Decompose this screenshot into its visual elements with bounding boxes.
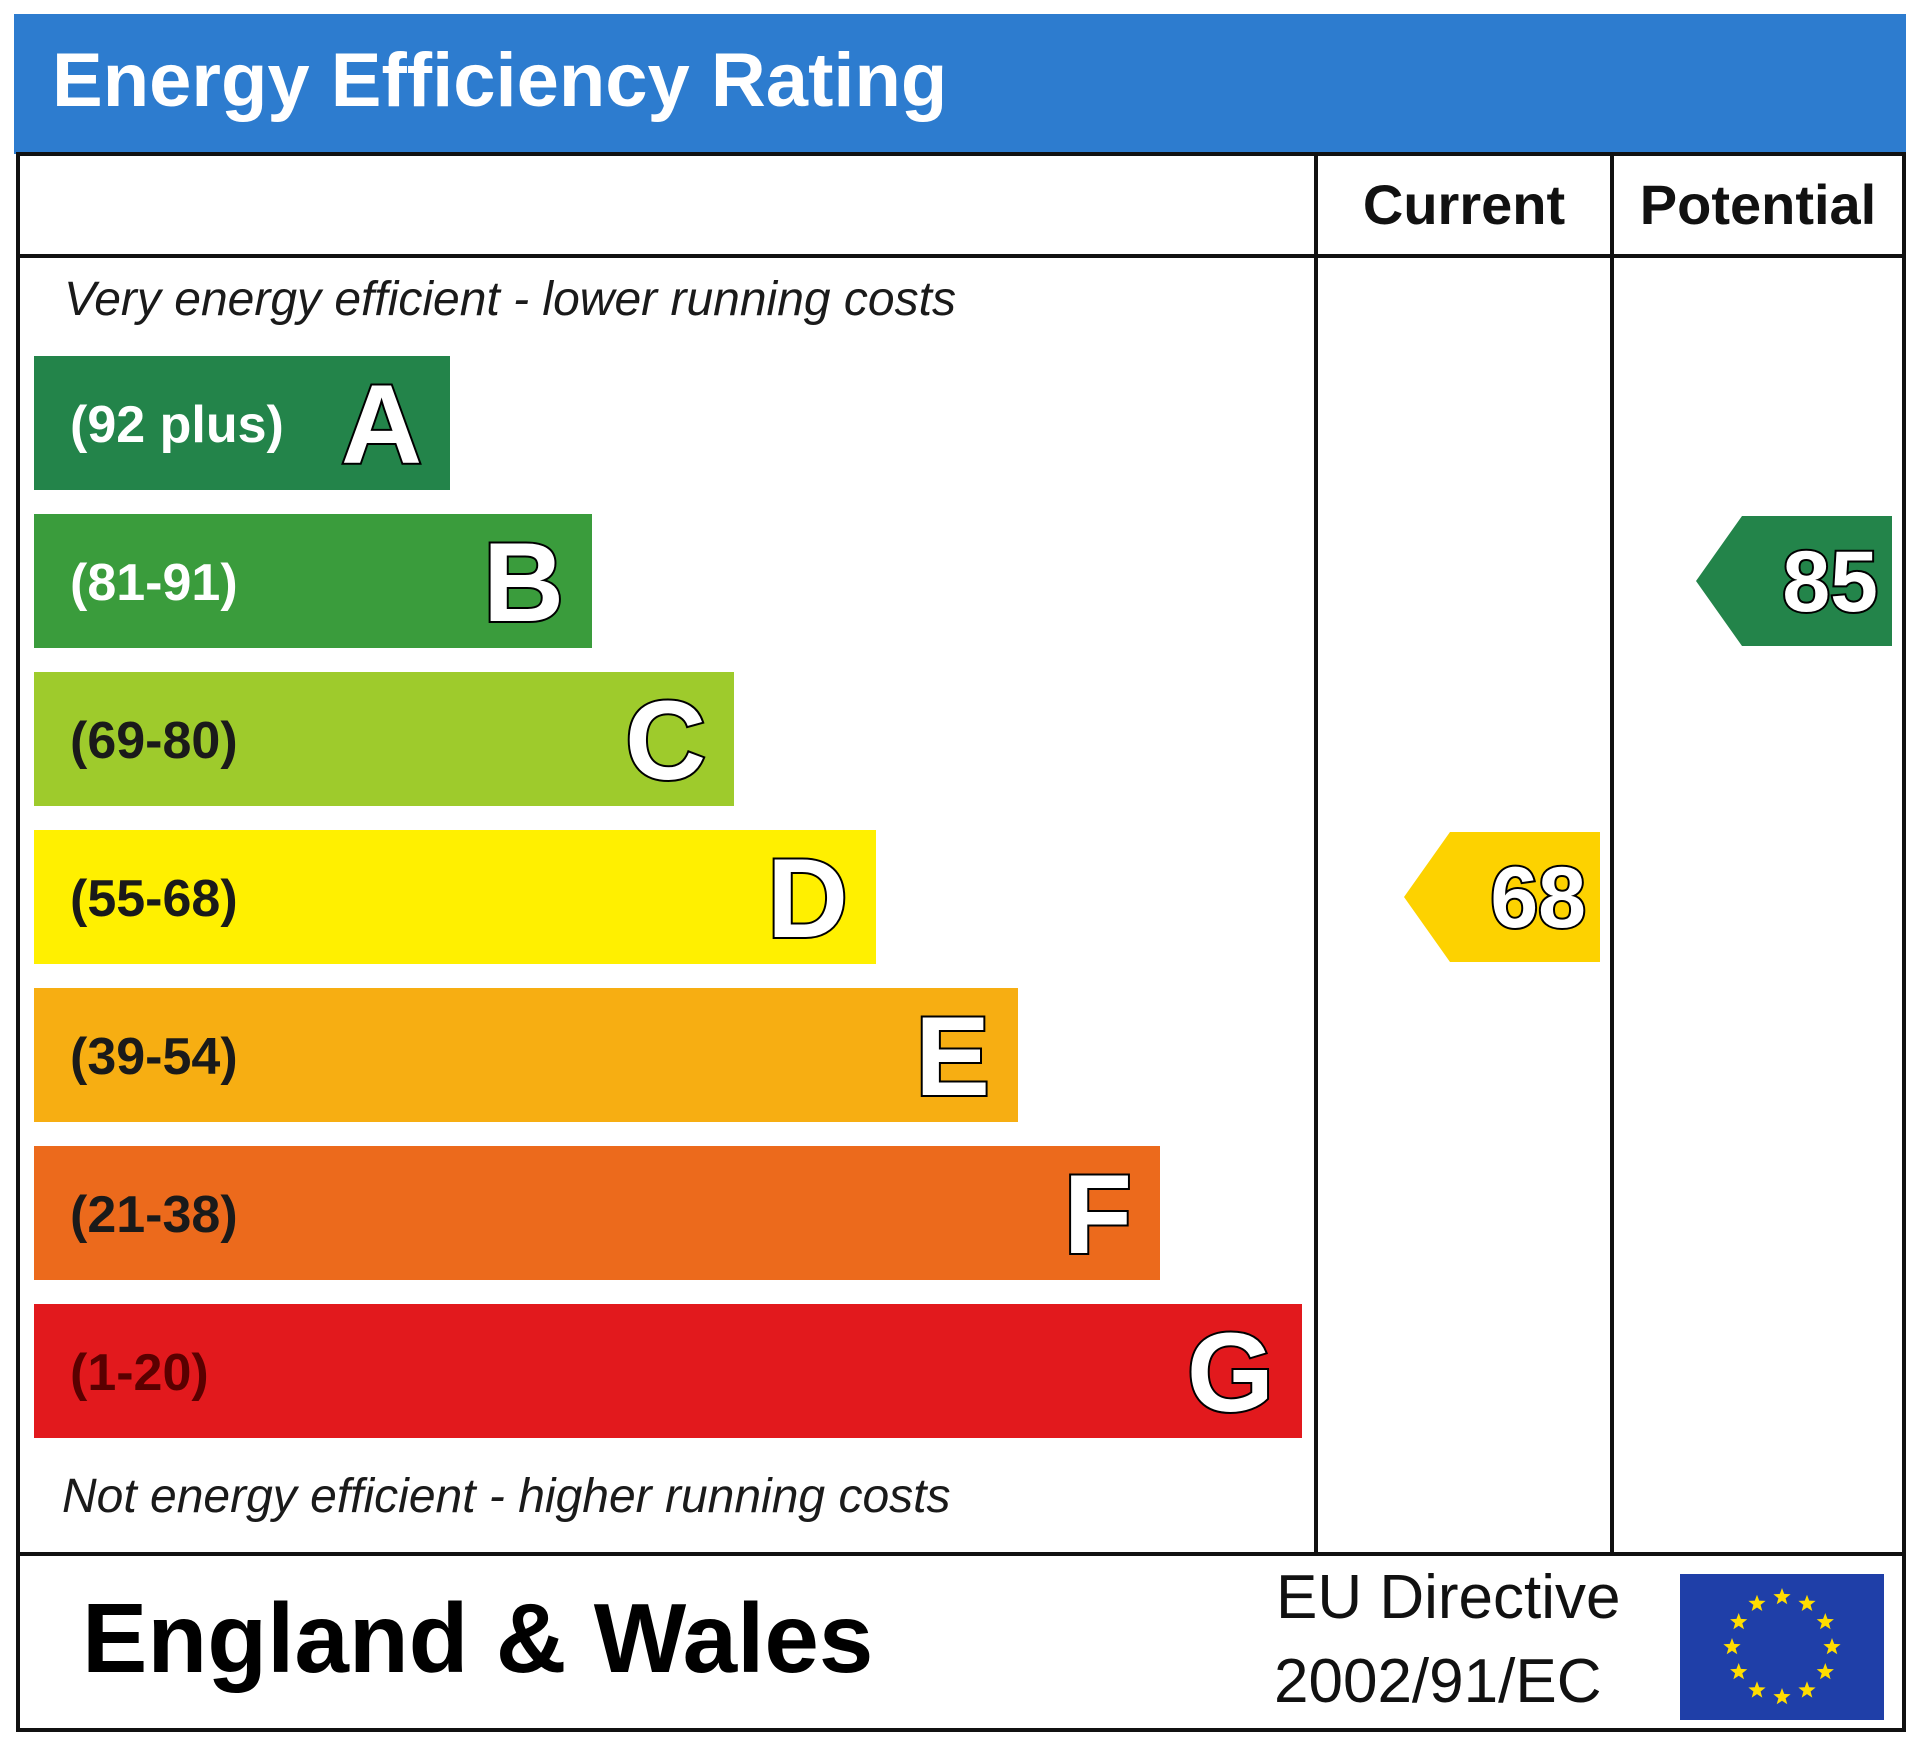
band-g-letter: G xyxy=(1187,1310,1274,1435)
band-a-range: (92 plus) xyxy=(70,396,284,454)
band-d-letter: D xyxy=(767,836,848,961)
directive-line-2: 2002/91/EC xyxy=(1274,1647,1601,1716)
frame xyxy=(16,152,1906,1732)
band-e-letter: E xyxy=(915,994,990,1119)
potential-rating-arrow xyxy=(1696,516,1892,646)
eu-star-icon xyxy=(1730,1613,1748,1630)
band-a-bar xyxy=(34,356,450,490)
band-d-bar xyxy=(34,830,876,964)
band-g-range: (1-20) xyxy=(70,1344,209,1402)
eu-star-icon xyxy=(1798,1681,1816,1698)
band-c-letter: C xyxy=(625,678,706,803)
eu-star-icon xyxy=(1748,1681,1766,1698)
band-f-range: (21-38) xyxy=(70,1186,238,1244)
current-rating-arrow xyxy=(1404,832,1600,962)
directive-line-1: EU Directive xyxy=(1276,1563,1621,1632)
band-b-letter: B xyxy=(483,520,564,645)
rating-bands: (92 plus) A (81-91) B (69-80) C (55-68) D (39-54… xyxy=(34,356,1302,1438)
bottom-caption: Not energy efficient - higher running co… xyxy=(62,1470,950,1523)
band-d-range: (55-68) xyxy=(70,870,238,928)
header-bar xyxy=(14,14,1906,154)
eu-star-icon xyxy=(1748,1594,1766,1611)
region-label: England & Wales xyxy=(82,1583,873,1693)
band-f-letter: F xyxy=(1064,1152,1132,1277)
eu-star-icon xyxy=(1816,1613,1834,1630)
top-caption: Very energy efficient - lower running co… xyxy=(64,273,956,326)
band-a-letter: A xyxy=(341,362,422,487)
band-b-bar xyxy=(34,514,592,648)
eu-star-icon xyxy=(1773,1688,1791,1705)
column-header-current: Current xyxy=(1363,173,1565,236)
current-rating-value: 68 xyxy=(1490,850,1586,946)
band-b-range: (81-91) xyxy=(70,554,238,612)
eu-star-icon xyxy=(1773,1588,1791,1605)
rating-markers: 68 85 xyxy=(1404,516,1892,962)
column-header-potential: Potential xyxy=(1640,173,1876,236)
eu-star-icon xyxy=(1823,1638,1841,1655)
eu-star-icon xyxy=(1730,1663,1748,1680)
band-f-bar xyxy=(34,1146,1160,1280)
band-g-bar xyxy=(34,1304,1302,1438)
band-c-range: (69-80) xyxy=(70,712,238,770)
eu-star-icon xyxy=(1723,1638,1741,1655)
band-e-range: (39-54) xyxy=(70,1028,238,1086)
potential-rating-value: 85 xyxy=(1782,534,1878,630)
chart-title: Energy Efficiency Rating xyxy=(52,38,947,123)
band-e-bar xyxy=(34,988,1018,1122)
band-c-bar xyxy=(34,672,734,806)
eu-star-icon xyxy=(1798,1594,1816,1611)
eu-flag-icon xyxy=(1680,1574,1884,1720)
eu-star-icon xyxy=(1816,1663,1834,1680)
